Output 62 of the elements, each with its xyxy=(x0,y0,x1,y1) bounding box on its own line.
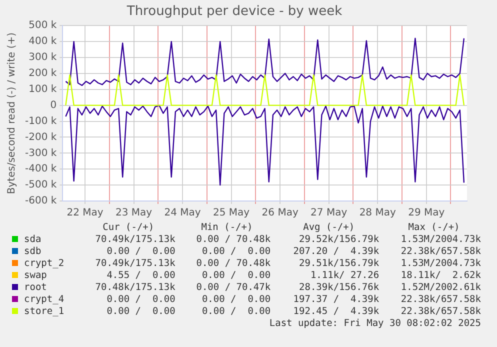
y-tick-label: -100 k xyxy=(24,116,57,127)
category-label: root xyxy=(24,282,47,293)
text: 29.51k/156.79k xyxy=(299,258,380,269)
x-tick-label: 28 May xyxy=(359,208,396,219)
category-label: swap xyxy=(24,270,47,281)
y-tick-label: 500 k xyxy=(28,20,57,32)
y-tick-label: 100 k xyxy=(28,84,57,95)
y-tick-label: 300 k xyxy=(28,52,57,64)
text: 0.00 / 0.00 xyxy=(202,294,271,305)
x-tick-label: 27 May xyxy=(310,208,348,219)
y-tick-label: -200 k xyxy=(24,132,57,143)
chart-title: Throughput per device - by week xyxy=(126,4,343,20)
text: 0.00 / 70.47k xyxy=(196,282,271,293)
y-tick-label: 200 k xyxy=(28,68,57,80)
text: 28.39k/156.76k xyxy=(299,282,380,293)
category-label: Cur (-/+) xyxy=(102,222,156,234)
y-tick-label: -300 k xyxy=(24,148,57,159)
y-tick-label: -600 k xyxy=(24,196,57,207)
text: 22.38k/657.58k xyxy=(400,246,481,257)
x-tick-label: 25 May xyxy=(213,208,250,219)
text: 70.49k/175.13k xyxy=(95,234,176,245)
text: 1.52M/2002.61k xyxy=(400,282,481,293)
text: 0.00 / 70.48k xyxy=(196,258,271,269)
y-tick-label: 0 xyxy=(50,100,57,111)
x-tick-label: 22 May xyxy=(66,208,104,219)
category-label: sdb xyxy=(24,246,42,257)
x-tick-label: 23 May xyxy=(115,208,152,219)
y-tick-label: -400 k xyxy=(24,164,57,175)
text: 0.00 / 0.00 xyxy=(202,246,271,257)
x-tick-label: 29 May xyxy=(408,208,445,219)
text: 1.53M/2004.73k xyxy=(400,234,481,245)
category-label: store_1 xyxy=(24,306,64,317)
text: 0.00 / 0.00 xyxy=(202,270,271,281)
text: 70.49k/175.13k xyxy=(95,258,176,269)
category-label: Avg (-/+) xyxy=(302,222,356,234)
text: 4.55 / 0.00 xyxy=(106,270,176,281)
text: 192.45 / 4.39k xyxy=(293,306,380,317)
y-tick-label: -500 k xyxy=(24,180,57,191)
text: 1.53M/2004.73k xyxy=(400,258,481,269)
category-label: crypt_2 xyxy=(24,258,64,269)
text: 18.11k/ 2.62k xyxy=(400,270,481,281)
text: 0.00 / 0.00 xyxy=(106,246,176,257)
category-label: Min (-/+) xyxy=(200,222,254,234)
text: Last update: Fri May 30 08:02:02 2025 xyxy=(268,318,482,330)
text: 0.00 / 0.00 xyxy=(202,306,271,317)
text: 207.20 / 4.39k xyxy=(293,246,380,257)
y-axis-title: Bytes/second read (-) / write (+) xyxy=(6,32,18,194)
text: 0.00 / 0.00 xyxy=(106,306,176,317)
text: 29.52k/156.79k xyxy=(299,234,380,245)
x-tick-label: 26 May xyxy=(262,208,298,219)
text: 70.48k/175.13k xyxy=(95,282,176,293)
text: 197.37 / 4.39k xyxy=(293,294,380,305)
category-label: sda xyxy=(24,234,42,245)
text: 22.38k/657.58k xyxy=(400,294,481,305)
x-tick-label: 24 May xyxy=(164,208,201,219)
text: 22.38k/657.58k xyxy=(400,306,481,317)
category-label: crypt_4 xyxy=(24,294,64,305)
y-tick-label: 400 k xyxy=(28,36,57,48)
text: 0.00 / 70.48k xyxy=(196,234,271,245)
text: 0.00 / 0.00 xyxy=(106,294,176,305)
text: 1.11k/ 27.26 xyxy=(310,270,380,281)
category-label: Max (-/+) xyxy=(407,222,461,234)
